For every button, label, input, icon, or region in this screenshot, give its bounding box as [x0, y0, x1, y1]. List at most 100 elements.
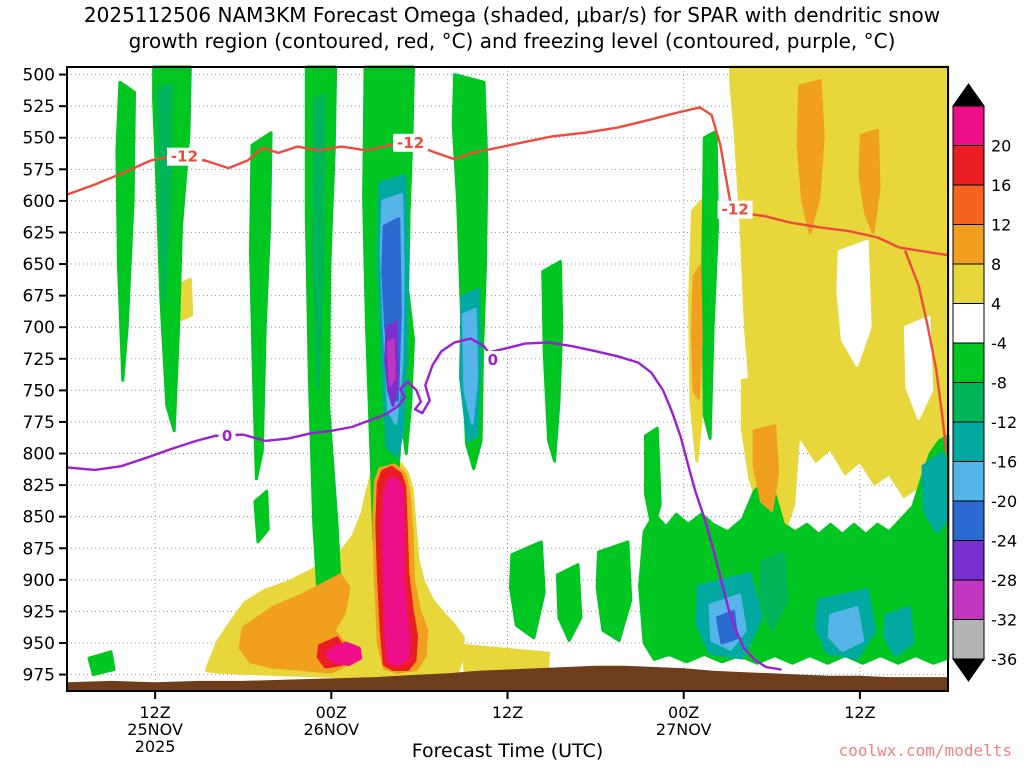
colorbar-segment-orangered — [952, 184, 985, 225]
colorbar-segment-blue — [952, 500, 985, 541]
omega-region-ascent-streak-1 — [115, 80, 136, 382]
colorbar-segment-green2 — [952, 382, 985, 423]
axis-text: 775 — [23, 413, 55, 433]
axis-text: 27NOV — [656, 720, 712, 739]
colorbar-segment-purple — [952, 540, 985, 581]
axis-text: 675 — [23, 287, 55, 307]
contour-label-mask — [218, 426, 236, 445]
omega-region-ascent-streak-15z26 — [541, 260, 564, 463]
axis-text: 925 — [23, 602, 55, 622]
axis-text: 875 — [23, 539, 55, 559]
omega-region-intense-ascent-09z26 — [461, 308, 479, 425]
colorbar-segment-orange — [952, 224, 985, 265]
colorbar-label: -32 — [991, 611, 1017, 630]
omega-region-extreme-ascent-inner-core — [387, 338, 396, 387]
contour-label: 0 — [488, 351, 498, 369]
colorbar-label: 4 — [991, 295, 1001, 314]
axis-text: 00Z — [316, 703, 347, 722]
contour-label-mask — [166, 147, 202, 166]
colorbar-segment-red — [952, 145, 985, 186]
contour-label-mask — [717, 200, 753, 219]
axis-text: 00Z — [668, 703, 699, 722]
omega-region-extreme-subsidence-column — [381, 476, 411, 666]
omega-region-ascent-surface-left — [87, 650, 116, 677]
axis-text: 800 — [23, 445, 55, 465]
axis-text: 975 — [23, 666, 55, 686]
omega-region-small-yellow-675 — [178, 277, 194, 322]
y-axis: 500 525 550 575 600 625 650 675 700 725 750 775 800 8… — [23, 66, 67, 686]
omega-region-ascent-core-right-mass — [758, 550, 788, 632]
colorbar-segment-green — [952, 342, 985, 383]
omega-region-extreme-subsidence-blob — [325, 641, 363, 666]
colorbar-label: -4 — [991, 334, 1007, 353]
axis-text: 625 — [23, 223, 55, 243]
contour-label: -12 — [722, 201, 749, 219]
axis-text: 850 — [23, 508, 55, 528]
axis-text: 900 — [23, 571, 55, 591]
omega-region-ascent-streak-2 — [249, 131, 273, 481]
axis-text: 2025 — [135, 737, 176, 756]
colorbar-segment-yellow — [952, 263, 985, 304]
axis-text: 26NOV — [304, 720, 360, 739]
colorbar-segment-lightblue — [952, 461, 985, 502]
colorbar-label: -12 — [991, 413, 1017, 432]
contour-label: -12 — [171, 148, 198, 166]
axis-text: 500 — [23, 66, 55, 86]
colorbar-label: 20 — [991, 137, 1011, 156]
axis-text: 12Z — [492, 703, 523, 722]
contour-label-mask — [484, 351, 502, 370]
axis-text: 700 — [23, 318, 55, 338]
omega-region-subsidence-streak-tr2 — [858, 128, 881, 234]
axis-text: 600 — [23, 192, 55, 212]
axis-text: 12Z — [844, 703, 875, 722]
omega-region-ascent-low-blob-c — [595, 540, 633, 642]
contour-label-mask — [393, 133, 429, 152]
axis-text: 575 — [23, 160, 55, 180]
axis-text: 950 — [23, 634, 55, 654]
colorbar-label: -8 — [991, 374, 1007, 393]
colorbar-segment-magenta2 — [952, 579, 985, 620]
colorbar-label: -28 — [991, 571, 1017, 590]
chart-title-line2: growth region (contoured, red, °C) and f… — [128, 29, 896, 53]
colorbar-label: -16 — [991, 453, 1017, 472]
colorbar-label: 16 — [991, 176, 1011, 195]
colorbar-label: -24 — [991, 532, 1017, 551]
axis-text: 650 — [23, 255, 55, 275]
colorbar-label: -36 — [991, 650, 1017, 669]
colorbar-segment-gray — [952, 619, 985, 660]
terrain-profile — [67, 665, 948, 691]
colorbar-over-triangle — [952, 83, 985, 107]
omega-region-ascent-blob-850 — [253, 489, 270, 544]
omega-region-weak-hole-1 — [836, 239, 872, 367]
axis-text: 25NOV — [127, 720, 183, 739]
colorbar-segment-teal — [952, 421, 985, 462]
omega-shaded-field — [87, 65, 950, 680]
axis-text: 725 — [23, 350, 55, 370]
omega-region-subsidence-streak-tr1 — [796, 79, 825, 234]
omega-region-ascent-streak-00z27 — [701, 129, 719, 440]
chart-title-line1: 2025112506 NAM3KM Forecast Omega (shaded… — [83, 3, 941, 27]
omega-region-ascent-low-blob-b — [555, 563, 583, 642]
omega-region-strong-ascent-br3 — [883, 606, 915, 658]
axis-text: 525 — [23, 97, 55, 117]
watermark-link[interactable]: coolwx.com/modelts — [838, 741, 1012, 760]
omega-region-ascent-core-12z25 — [156, 83, 173, 301]
colorbar: 20 16 12 8 4 -4 -8 -12 -16 -20 -24 -28 -32 -36 — [952, 83, 1017, 682]
colorbar-segment-pink — [952, 105, 985, 146]
colorbar-under-triangle — [952, 658, 985, 682]
contour-label: -12 — [397, 134, 424, 152]
omega-region-ascent-low-blob-a — [508, 540, 546, 640]
colorbar-label: -20 — [991, 492, 1017, 511]
colorbar-label: 8 — [991, 255, 1001, 274]
omega-region-ascent-streak-right-mid — [644, 426, 662, 534]
axis-text: 750 — [23, 381, 55, 401]
omega-region-subsidence-core-27nov — [691, 265, 703, 400]
dendritic-growth-contour: -12 -12 -12 — [65, 106, 950, 454]
omega-region-ascent-core-00z26 — [312, 93, 326, 390]
x-axis-title: Forecast Time (UTC) — [411, 740, 604, 762]
contour-label: 0 — [222, 427, 232, 445]
colorbar-label: 12 — [991, 216, 1011, 235]
